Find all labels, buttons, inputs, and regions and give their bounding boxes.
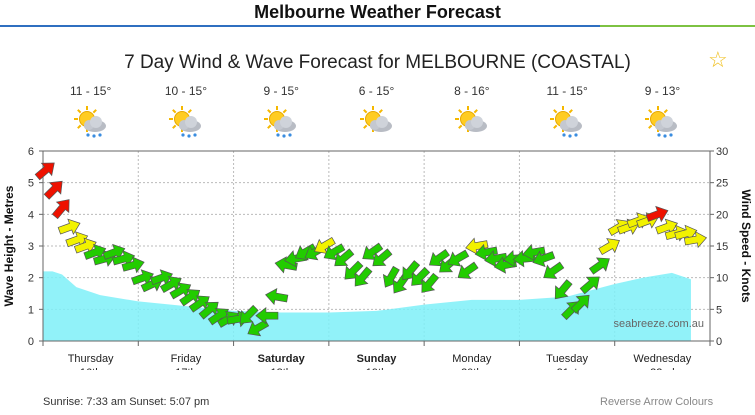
partly-cloudy-rain-icon: [73, 106, 106, 138]
wind-arrow: [121, 256, 145, 274]
wind-arrow: [372, 248, 393, 267]
y2-tick-label: 30: [716, 146, 728, 158]
chart-title: 7 Day Wind & Wave Forecast for MELBOURNE…: [124, 52, 631, 73]
wind-arrow: [579, 276, 600, 295]
reverse-arrow-colours-link[interactable]: Reverse Arrow Colours: [600, 396, 714, 408]
wind-arrow: [34, 162, 55, 181]
y-tick-label: 0: [28, 336, 34, 348]
favourite-star-icon[interactable]: ☆: [708, 47, 728, 72]
x-date-label: 20th: [461, 367, 482, 370]
wind-arrow: [265, 287, 289, 306]
x-day-label: Wednesday: [633, 353, 691, 365]
wave-height-area: [43, 271, 691, 341]
wind-arrow: [570, 294, 590, 314]
day-forecast: 9 - 13°: [627, 84, 697, 140]
wind-arrow: [43, 180, 63, 200]
partly-cloudy-rain-icon: [550, 106, 583, 138]
day-forecast: 11 - 15°: [532, 84, 602, 140]
wind-arrow: [51, 199, 70, 220]
x-day-label: Thursday: [68, 353, 114, 365]
wind-arrow: [255, 306, 279, 325]
y2-tick-label: 5: [716, 304, 722, 316]
wind-arrow: [354, 266, 373, 287]
temperature-range: 9 - 15°: [263, 84, 299, 98]
temperature-range: 9 - 13°: [644, 84, 681, 98]
wind-arrow: [588, 257, 610, 275]
x-date-label: 19th: [366, 367, 387, 370]
partly-cloudy-rain-icon: [645, 106, 678, 138]
wind-arrow: [522, 243, 546, 262]
y-tick-label: 2: [28, 273, 34, 285]
x-day-label: Friday: [171, 353, 202, 365]
page-title: Melbourne Weather Forecast: [254, 2, 501, 22]
temperature-range: 11 - 15°: [70, 84, 112, 98]
y-tick-label: 4: [28, 209, 34, 221]
wind-arrow: [421, 272, 440, 293]
y2-tick-label: 15: [716, 241, 728, 253]
x-day-label: Tuesday: [546, 353, 588, 365]
partly-cloudy-rain-icon: [168, 106, 201, 138]
x-date-label: 17th: [175, 367, 196, 370]
wind-arrow: [554, 279, 573, 300]
temperature-range: 8 - 16°: [454, 84, 490, 98]
x-day-label: Saturday: [258, 353, 306, 365]
wind-arrow: [457, 261, 479, 279]
x-date-label: 22nd: [650, 367, 674, 370]
x-day-label: Monday: [452, 353, 492, 365]
day-forecast: 9 - 15°: [246, 84, 316, 140]
wind-arrow: [57, 218, 81, 235]
y-axis-title: Wave Height - Metres: [2, 185, 16, 306]
wind-wave-chart: 0 1 2 3 4 5 6 0 5 10 15 20 25 30 Thursday 16th Friday 17t…: [2, 146, 753, 370]
wind-arrow: [598, 238, 620, 256]
wind-arrow: [645, 205, 669, 223]
x-date-label: 21st: [557, 367, 578, 370]
day-forecast: 11 - 15°: [56, 84, 126, 140]
y-tick-label: 1: [28, 304, 34, 316]
watermark-text: seabreeze.com.au: [614, 318, 705, 330]
y-tick-label: 3: [28, 241, 34, 253]
wind-arrow: [683, 230, 708, 249]
header-rule: [0, 25, 755, 27]
y2-tick-label: 0: [716, 336, 722, 348]
partly-cloudy-rain-icon: [264, 106, 297, 138]
wind-arrow: [334, 248, 355, 267]
day-forecast: 10 - 15°: [151, 84, 221, 140]
temperature-range: 11 - 15°: [546, 84, 588, 98]
partly-cloudy-icon: [359, 106, 392, 132]
wind-arrow: [247, 319, 270, 337]
wind-arrow: [543, 261, 565, 279]
temperature-range: 6 - 15°: [358, 84, 395, 98]
temperature-range: 10 - 15°: [164, 84, 208, 98]
wind-arrow: [274, 256, 298, 274]
day-forecast: 6 - 15°: [342, 84, 412, 140]
sunrise-sunset: Sunrise: 7:33 am Sunset: 5:07 pm: [43, 396, 210, 408]
x-day-label: Sunday: [357, 353, 398, 365]
partly-cloudy-icon: [454, 106, 487, 132]
wind-arrow: [239, 304, 259, 324]
wind-arrow: [447, 249, 470, 267]
x-date-label: 18th: [271, 367, 292, 370]
y2-tick-label: 25: [716, 178, 728, 190]
y2-tick-label: 10: [716, 273, 728, 285]
day-forecast: 8 - 16°: [437, 84, 507, 140]
y-tick-label: 6: [28, 146, 34, 158]
y2-tick-label: 20: [716, 209, 728, 221]
y2-axis-title: Wind Speed - Knots: [739, 189, 753, 303]
y-tick-label: 5: [28, 178, 34, 190]
page-header: Melbourne Weather Forecast: [0, 0, 755, 26]
x-date-label: 16th: [80, 367, 101, 370]
wind-arrow: [532, 250, 556, 268]
